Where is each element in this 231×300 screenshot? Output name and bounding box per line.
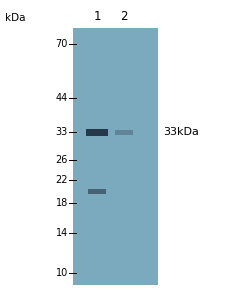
Text: 33: 33 bbox=[55, 127, 68, 137]
Text: 26: 26 bbox=[55, 155, 68, 165]
Bar bbox=[86, 129, 108, 136]
Bar bbox=[73, 28, 157, 285]
Text: 1: 1 bbox=[93, 10, 100, 22]
Text: 10: 10 bbox=[55, 268, 68, 278]
Text: 2: 2 bbox=[120, 10, 127, 22]
Bar bbox=[115, 130, 132, 135]
Text: kDa: kDa bbox=[5, 13, 25, 23]
Text: 70: 70 bbox=[55, 39, 68, 49]
Text: 14: 14 bbox=[55, 228, 68, 238]
Bar bbox=[88, 189, 106, 194]
Text: 33kDa: 33kDa bbox=[162, 127, 198, 137]
Text: 22: 22 bbox=[55, 175, 68, 185]
Text: 18: 18 bbox=[55, 199, 68, 208]
Text: 44: 44 bbox=[55, 93, 68, 103]
